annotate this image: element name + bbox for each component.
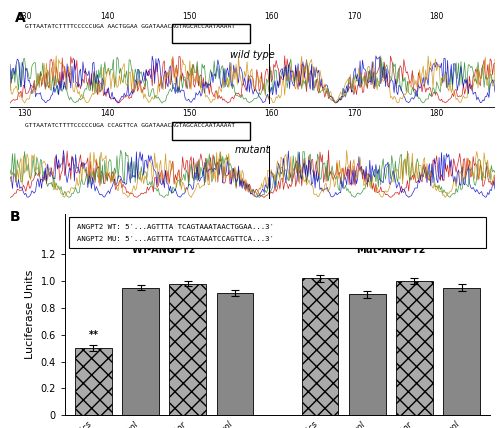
Bar [75,348,112,415]
Text: 160: 160 [264,12,279,21]
Y-axis label: Luciferase Units: Luciferase Units [25,270,35,359]
Text: A: A [15,11,26,24]
Bar [122,288,159,415]
Bar [216,293,254,415]
Bar [396,281,433,415]
Text: 180: 180 [430,109,444,118]
Text: 160: 160 [264,109,279,118]
Text: ANGPT2 WT: 5′...AGTTTA TCAGTAAATAACTGGAA...3′: ANGPT2 WT: 5′...AGTTTA TCAGTAAATAACTGGAA… [77,224,274,230]
Text: 150: 150 [182,109,196,118]
Text: ANGPT2 MU: 5′...AGTTTA TCAGTAAATCCAGTTCA...3′: ANGPT2 MU: 5′...AGTTTA TCAGTAAATCCAGTTCA… [77,236,274,242]
Text: 140: 140 [100,109,114,118]
Bar [170,284,206,415]
Bar [444,288,480,415]
Text: 180: 180 [430,12,444,21]
Text: mutant: mutant [235,146,270,155]
Text: 170: 170 [347,12,362,21]
Bar [302,278,339,415]
Text: B: B [10,210,20,224]
Bar [349,294,386,415]
Text: GTTAATATCTTTTCCCCCUGA AACTGGAA GGATAAACAGTAGCACCAATAAAAT: GTTAATATCTTTTCCCCCUGA AACTGGAA GGATAAACA… [24,24,234,29]
Text: WT-ANGPT2: WT-ANGPT2 [132,244,196,255]
Text: GTTAATATCTTTTCCCCCUGA CCAGTTCA GGATAAACAGTAGCACCAATAAAAT: GTTAATATCTTTTCCCCCUGA CCAGTTCA GGATAAACA… [24,123,234,128]
Text: **: ** [88,330,99,340]
Text: 140: 140 [100,12,114,21]
Text: 130: 130 [18,109,32,118]
Text: wild type: wild type [230,50,275,60]
Text: 130: 130 [18,12,32,21]
Text: 170: 170 [347,109,362,118]
Text: Mut-ANGPT2: Mut-ANGPT2 [356,244,426,255]
FancyBboxPatch shape [69,217,486,248]
Text: 150: 150 [182,12,196,21]
